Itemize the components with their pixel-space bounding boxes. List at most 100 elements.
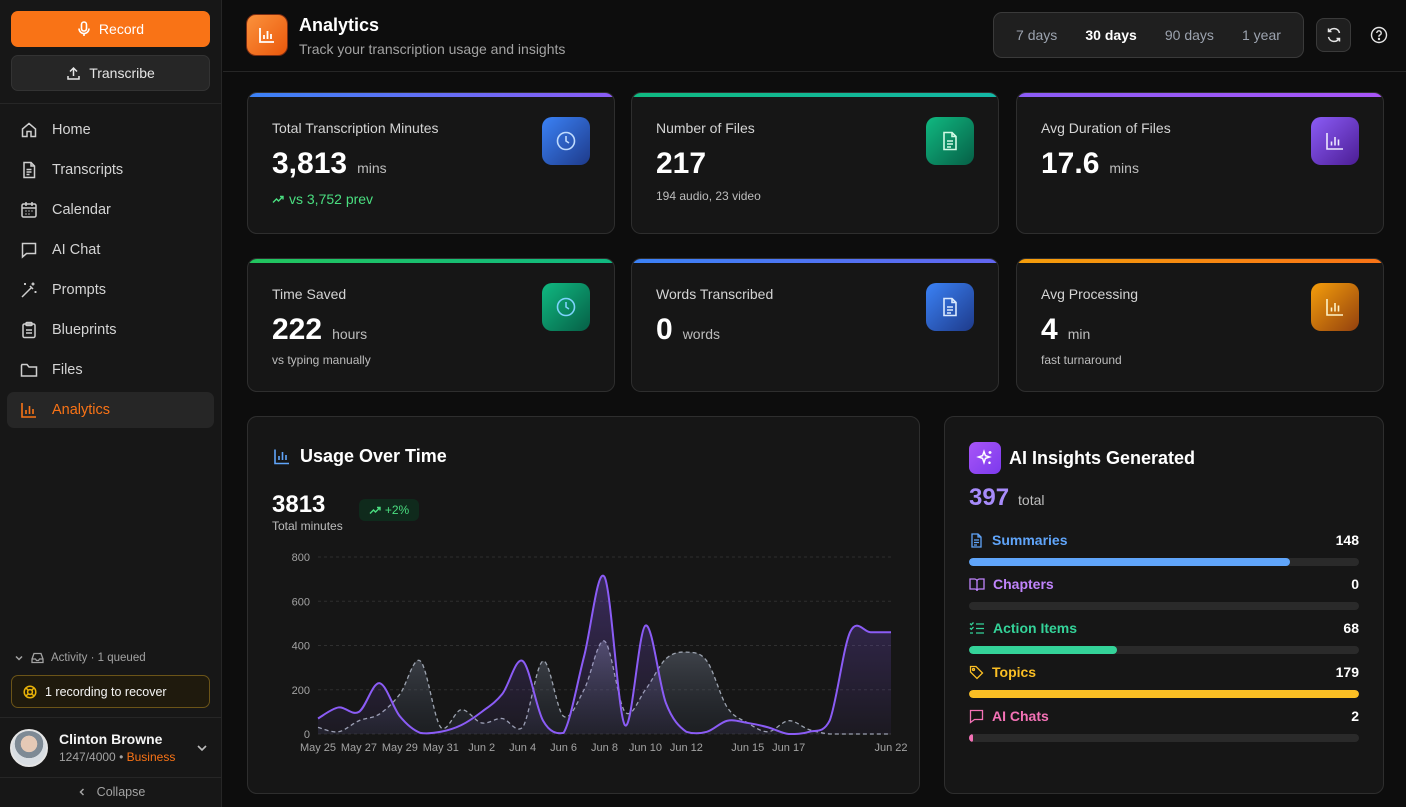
insight-name: Topics: [969, 664, 1036, 680]
sidebar-item-label: Analytics: [52, 402, 111, 418]
range-90-days[interactable]: 90 days: [1164, 27, 1214, 43]
sidebar-item-label: Transcripts: [52, 162, 124, 178]
document-icon: [23, 161, 36, 179]
home-icon: [21, 122, 37, 138]
sidebar-item-label: Calendar: [52, 202, 111, 218]
card-accent-bar: [248, 93, 614, 97]
y-tick-label: 200: [292, 685, 310, 697]
insight-label: Topics: [992, 664, 1037, 680]
stat-label: Avg Processing: [1041, 286, 1139, 302]
sidebar: Record Transcribe Home Transcripts Calen…: [0, 0, 222, 807]
y-tick-label: 800: [292, 552, 310, 564]
user-usage-line: 1247/4000 • Business: [59, 750, 175, 764]
sidebar-item-label: Blueprints: [52, 322, 117, 338]
usage-over-time-panel: Usage Over Time 3813 Total minutes +2% 0…: [247, 416, 920, 794]
user-name: Clinton Browne: [59, 731, 163, 747]
sidebar-item-prompts[interactable]: Prompts: [7, 272, 214, 308]
series-area-1: [318, 575, 891, 734]
insight-progress-track: [969, 646, 1359, 654]
date-range-selector: 7 days 30 days 90 days 1 year: [993, 12, 1304, 58]
user-plan: Business: [126, 750, 176, 764]
stat-card-avg-processing: Avg Processing 4 min fast turnaround: [1016, 258, 1384, 392]
range-7-days[interactable]: 7 days: [1016, 27, 1058, 43]
stat-icon-tile: [1311, 117, 1359, 165]
stat-icon-tile: [542, 117, 590, 165]
stat-label: Number of Files: [656, 120, 755, 136]
page-subtitle: Track your transcription usage and insig…: [299, 41, 566, 57]
help-button[interactable]: [1361, 18, 1396, 52]
document-icon: [971, 532, 982, 548]
stat-label: Avg Duration of Files: [1041, 120, 1171, 136]
sidebar-item-label: Home: [52, 122, 91, 138]
insight-row-ai-chats: AI Chats 2: [969, 706, 1359, 742]
sidebar-item-blueprints[interactable]: Blueprints: [7, 312, 214, 348]
sidebar-item-ai-chat[interactable]: AI Chat: [7, 232, 214, 268]
x-tick-label: Jun 10: [629, 742, 662, 754]
stat-icon-tile: [926, 117, 974, 165]
bar-chart-icon: [1326, 133, 1343, 150]
insight-progress-track: [969, 734, 1359, 742]
stat-card-number-of-files: Number of Files 217 194 audio, 23 video: [631, 92, 999, 234]
insight-row-action-items: Action Items 68: [969, 618, 1359, 654]
x-tick-label: Jun 4: [509, 742, 536, 754]
user-usage: 1247/4000: [59, 750, 116, 764]
stat-value: 4: [1041, 313, 1058, 346]
user-menu[interactable]: Clinton Browne 1247/4000 • Business: [0, 717, 222, 778]
sidebar-item-analytics[interactable]: Analytics: [7, 392, 214, 428]
trending-up-icon: [369, 506, 381, 514]
x-tick-label: Jun 8: [591, 742, 618, 754]
clipboard-icon: [22, 321, 36, 339]
stat-value-row: 17.6 mins: [1041, 147, 1139, 181]
y-tick-label: 600: [292, 596, 310, 608]
x-tick-label: Jun 22: [874, 742, 907, 754]
insight-name: Summaries: [969, 532, 1067, 548]
range-30-days[interactable]: 30 days: [1085, 27, 1137, 43]
sidebar-item-label: Prompts: [52, 282, 106, 298]
record-button[interactable]: Record: [11, 11, 210, 47]
sidebar-item-transcripts[interactable]: Transcripts: [7, 152, 214, 188]
stat-value-row: 0 words: [656, 313, 720, 347]
sidebar-item-label: AI Chat: [52, 242, 101, 258]
folder-icon: [20, 363, 38, 377]
y-tick-label: 0: [304, 729, 310, 741]
recover-recording-button[interactable]: 1 recording to recover: [11, 675, 210, 708]
sidebar-nav: Home Transcripts Calendar AI Chat Prompt…: [7, 112, 214, 432]
card-accent-bar: [1017, 93, 1383, 97]
transcribe-button[interactable]: Transcribe: [11, 55, 210, 91]
stat-comparison: vs 3,752 prev: [272, 191, 373, 207]
sidebar-item-home[interactable]: Home: [7, 112, 214, 148]
insight-progress-track: [969, 602, 1359, 610]
sidebar-item-files[interactable]: Files: [7, 352, 214, 388]
clock-icon: [556, 297, 576, 317]
activity-toggle[interactable]: Activity · 1 queued: [14, 652, 146, 664]
insight-progress-fill: [969, 646, 1117, 654]
chat-icon: [21, 242, 37, 259]
insights-total-label: total: [1018, 492, 1045, 508]
insight-count: 2: [1351, 708, 1359, 724]
usage-total-label: Total minutes: [272, 519, 343, 533]
insight-name: Action Items: [969, 620, 1077, 636]
refresh-icon: [1327, 27, 1340, 43]
insight-count: 0: [1351, 576, 1359, 592]
stat-card-total-minutes: Total Transcription Minutes 3,813 mins v…: [247, 92, 615, 234]
tag-icon: [969, 665, 984, 679]
sparkles-icon: [976, 449, 992, 465]
stat-card-words-transcribed: Words Transcribed 0 words: [631, 258, 999, 392]
stat-unit: mins: [357, 160, 387, 176]
refresh-button[interactable]: [1316, 18, 1351, 52]
avatar: [10, 728, 48, 767]
range-1-year[interactable]: 1 year: [1242, 27, 1281, 43]
stat-label: Time Saved: [272, 286, 347, 302]
magic-wand-icon: [21, 282, 37, 298]
stat-value: 217: [656, 147, 707, 180]
insights-total: 397: [969, 484, 1010, 511]
card-accent-bar: [248, 259, 614, 263]
card-accent-bar: [1017, 259, 1383, 263]
x-tick-label: Jun 17: [772, 742, 805, 754]
bar-chart-icon: [1326, 299, 1343, 316]
chevron-down-icon: [197, 745, 207, 752]
stat-icon-tile: [542, 283, 590, 331]
document-icon: [943, 297, 957, 317]
collapse-button[interactable]: Collapse: [0, 785, 222, 799]
sidebar-item-calendar[interactable]: Calendar: [7, 192, 214, 228]
